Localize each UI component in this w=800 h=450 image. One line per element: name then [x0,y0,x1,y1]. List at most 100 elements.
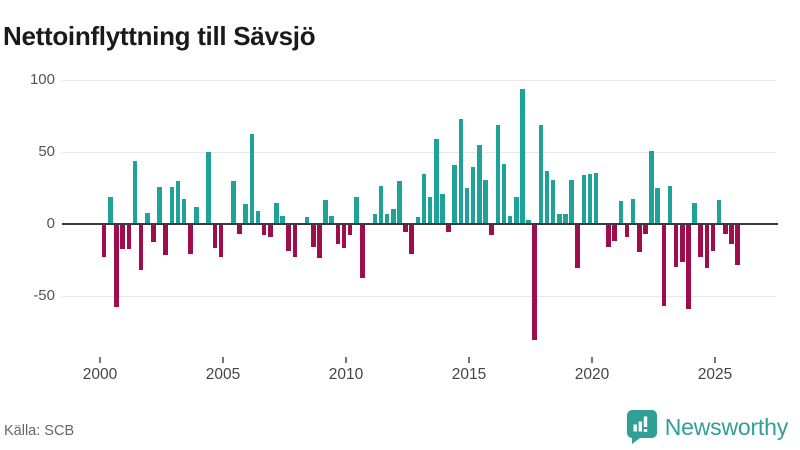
zero-axis-line [62,223,778,225]
bar-2012Q3 [409,225,414,254]
bar-2012Q2 [403,225,408,233]
bar-2002Q2 [157,187,162,223]
bar-2005Q4 [243,204,248,223]
bar-2021Q4 [636,225,642,253]
bar-2008Q2 [304,217,310,223]
bar-2023Q3 [680,225,685,263]
bar-2025Q3 [729,225,734,244]
bar-2022Q4 [661,225,667,306]
bar-2011Q4 [390,208,396,223]
x-axis-tick-mark [714,357,716,363]
bar-2014Q3 [458,119,464,223]
bar-2021Q3 [630,198,636,223]
x-axis-tick-label: 2025 [697,366,733,383]
bar-2016Q4 [513,197,519,223]
bar-2010Q1 [347,225,353,236]
bar-2017Q2 [526,220,531,223]
bar-2006Q3 [261,225,267,236]
bar-2006Q1 [249,133,255,223]
bar-2003Q4 [194,207,199,223]
x-axis-tick-mark [222,357,224,363]
bar-2015Q2 [477,145,482,223]
newsworthy-logo[interactable]: Newsworthy [626,410,788,444]
bar-2023Q2 [673,225,679,267]
bar-2022Q3 [655,188,660,223]
bar-2017Q3 [532,225,537,341]
bar-2004Q4 [218,225,224,257]
bar-2000Q1 [101,225,107,257]
bar-2005Q2 [231,181,236,223]
newsworthy-wordmark: Newsworthy [664,413,788,440]
bar-2013Q4 [440,194,445,223]
bar-2011Q1 [372,214,378,223]
bar-2003Q2 [181,198,187,223]
bar-2019Q4 [587,174,593,223]
bar-2001Q1 [126,225,132,250]
bar-2011Q3 [384,214,390,223]
gridline [62,80,776,81]
bar-2014Q4 [464,188,470,223]
bar-2006Q2 [255,211,261,223]
newsworthy-bar-chart-icon [626,410,657,444]
bar-2004Q3 [212,225,218,249]
bar-2001Q4 [144,212,150,223]
bar-2019Q1 [569,179,574,223]
bar-2020Q3 [606,225,611,247]
bar-2014Q2 [452,165,458,223]
bar-2007Q3 [286,225,291,251]
bar-2011Q2 [378,185,384,223]
bar-2025Q1 [716,199,722,223]
bar-2007Q1 [274,202,279,223]
x-axis-tick-mark [99,357,101,363]
bar-2009Q3 [335,225,341,244]
bar-2005Q3 [237,225,242,234]
bar-2013Q2 [427,197,433,223]
bar-2021Q1 [618,201,624,223]
bar-2022Q1 [643,225,648,234]
bar-2003Q1 [175,181,181,223]
bar-2025Q4 [735,225,740,266]
bar-2000Q3 [114,225,119,308]
bar-2006Q4 [267,225,273,237]
bar-2001Q2 [132,161,138,223]
bar-2009Q2 [329,215,335,223]
bar-2024Q2 [698,225,704,257]
x-axis-tick-label: 2005 [205,366,241,383]
bar-2007Q4 [292,225,298,257]
x-axis-tick-mark [345,357,347,363]
bar-2018Q4 [563,214,568,223]
y-axis-tick-label: 50 [38,143,55,160]
page-title: Nettoinflyttning till Sävsjö [3,21,316,52]
x-axis-tick-mark [468,357,470,363]
bar-2023Q1 [667,185,673,223]
bar-2001Q3 [138,225,144,270]
bar-2018Q2 [550,179,556,223]
bar-2015Q1 [470,166,476,223]
bar-2024Q3 [704,225,710,269]
bar-2010Q2 [354,197,359,223]
bar-2010Q3 [360,225,365,279]
bar-2018Q3 [557,214,562,223]
bar-2024Q4 [710,225,716,251]
bar-2025Q2 [723,225,728,234]
bar-2016Q1 [495,125,501,223]
bar-2019Q2 [575,225,581,269]
source-attribution: Källa: SCB [4,423,75,439]
bar-2020Q1 [593,172,599,223]
bar-2007Q2 [280,215,285,223]
gridline [62,152,776,153]
bar-2002Q3 [163,225,168,256]
y-axis-tick-label: 100 [29,71,55,88]
bar-2015Q3 [483,179,488,223]
bar-2002Q1 [151,225,156,243]
bar-2013Q3 [434,139,439,223]
bar-2008Q4 [317,225,322,259]
bar-2009Q1 [323,199,328,223]
bar-2017Q4 [538,125,544,223]
x-axis-tick-label: 2015 [451,366,487,383]
bar-2009Q4 [341,225,347,249]
bar-2008Q3 [311,225,316,247]
bar-2003Q3 [188,225,193,254]
bar-2018Q1 [544,171,550,223]
bar-2024Q1 [692,202,697,223]
